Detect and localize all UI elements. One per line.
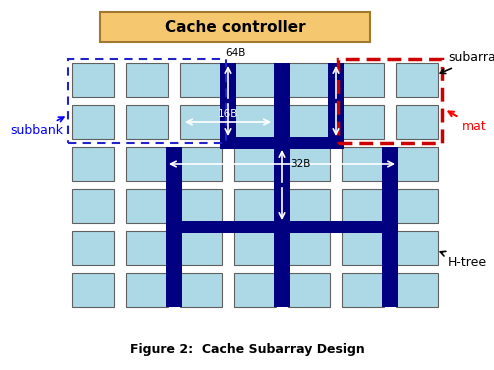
Text: 16B: 16B <box>218 109 238 119</box>
Bar <box>72 147 114 181</box>
Bar <box>396 147 438 181</box>
Text: H-tree: H-tree <box>440 251 487 269</box>
Bar <box>288 231 330 265</box>
Bar <box>72 273 114 307</box>
Bar <box>288 63 330 97</box>
Bar <box>126 231 168 265</box>
Bar <box>288 273 330 307</box>
Text: subarray: subarray <box>440 51 494 74</box>
Bar <box>166 221 398 233</box>
Text: 64B: 64B <box>225 48 245 58</box>
Bar <box>288 105 330 139</box>
Bar <box>338 59 442 143</box>
Bar <box>288 189 330 223</box>
Bar <box>166 231 182 307</box>
Bar <box>396 273 438 307</box>
Bar <box>396 63 438 97</box>
Bar <box>72 105 114 139</box>
Bar <box>234 189 276 223</box>
Bar <box>342 147 384 181</box>
Bar <box>72 189 114 223</box>
Bar <box>342 63 384 97</box>
Bar <box>126 189 168 223</box>
Bar <box>220 63 236 139</box>
Bar <box>234 147 276 181</box>
Bar <box>180 63 222 97</box>
Bar <box>328 63 344 139</box>
Text: subbank: subbank <box>10 117 64 138</box>
Bar <box>220 137 344 149</box>
Bar <box>100 12 370 42</box>
Bar <box>234 63 276 97</box>
Bar <box>180 273 222 307</box>
Bar <box>382 231 398 307</box>
Bar <box>234 105 276 139</box>
Bar <box>234 273 276 307</box>
Text: mat: mat <box>449 111 487 132</box>
Bar <box>126 273 168 307</box>
Bar <box>382 147 398 265</box>
Bar <box>396 231 438 265</box>
Bar <box>126 63 168 97</box>
Text: 32B: 32B <box>290 159 310 169</box>
Bar <box>180 189 222 223</box>
Bar <box>342 231 384 265</box>
Bar <box>342 273 384 307</box>
Bar <box>396 105 438 139</box>
Bar <box>180 231 222 265</box>
Bar <box>342 189 384 223</box>
Bar <box>180 105 222 139</box>
Bar <box>274 63 290 181</box>
Bar <box>126 147 168 181</box>
Bar <box>234 231 276 265</box>
Text: Cache controller: Cache controller <box>165 20 305 34</box>
Bar <box>68 59 226 143</box>
Bar <box>72 231 114 265</box>
Bar <box>180 147 222 181</box>
Bar <box>288 147 330 181</box>
Bar <box>72 63 114 97</box>
Bar <box>126 105 168 139</box>
Bar <box>396 189 438 223</box>
Bar <box>274 231 290 307</box>
Bar <box>166 147 182 265</box>
Text: Figure 2:  Cache Subarray Design: Figure 2: Cache Subarray Design <box>129 343 365 357</box>
Bar <box>342 105 384 139</box>
Bar <box>274 147 290 265</box>
